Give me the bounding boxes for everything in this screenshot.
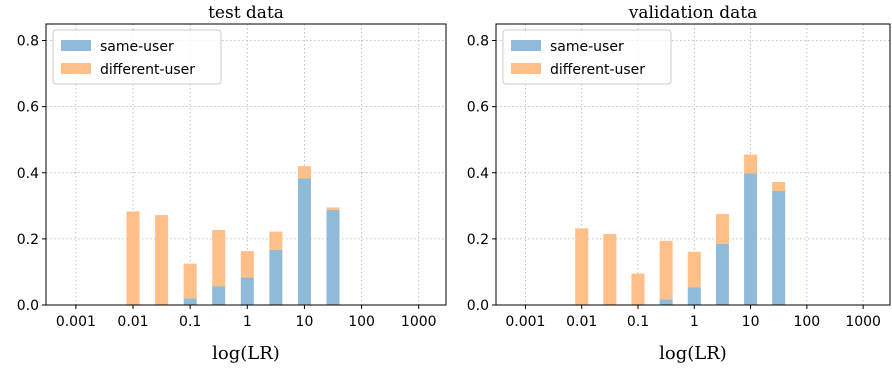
x-tick-label: 10 xyxy=(742,314,760,330)
legend-label-same-user: same-user xyxy=(100,39,174,55)
y-tick-label: 0.8 xyxy=(467,34,489,50)
bar-same-user xyxy=(240,277,254,305)
y-tick-label: 0.0 xyxy=(17,298,39,314)
x-axis-label: log(LR) xyxy=(659,343,727,364)
legend-label-same-user: same-user xyxy=(550,39,624,55)
bar-different-user xyxy=(687,251,701,288)
chart-title: validation data xyxy=(628,3,757,23)
x-tick-label: 0.001 xyxy=(56,314,96,330)
bar-different-user xyxy=(659,240,673,300)
bar-same-user xyxy=(212,286,226,305)
legend-swatch-same-user xyxy=(61,40,91,51)
y-tick-label: 0.6 xyxy=(467,100,489,116)
bar-same-user xyxy=(659,299,673,305)
legend-label-different-user: different-user xyxy=(550,62,645,78)
x-tick-label: 0.01 xyxy=(117,314,148,330)
x-tick-label: 1 xyxy=(243,314,252,330)
bar-same-user xyxy=(297,178,311,305)
y-tick-label: 0.4 xyxy=(467,166,489,182)
legend-box xyxy=(502,29,672,85)
y-tick-label: 0.4 xyxy=(17,166,39,182)
x-tick-label: 0.001 xyxy=(505,314,545,330)
bar-same-user xyxy=(269,249,283,305)
legend: same-user different-user xyxy=(502,29,672,85)
y-tick-label: 0.6 xyxy=(17,100,39,116)
bar-different-user xyxy=(631,273,645,305)
chart-panel-2: 0.001 0.01 0.1 1 10 100 1000 0.0 0.2 0.4 0.6 0.8 val… xyxy=(467,3,891,364)
bar-same-user xyxy=(715,243,729,305)
bar-different-user xyxy=(715,214,729,244)
plot-frame xyxy=(495,23,891,306)
legend-box xyxy=(52,29,222,85)
x-tick-label: 0.1 xyxy=(179,314,201,330)
bar-different-user xyxy=(297,166,311,179)
bar-same-user xyxy=(772,190,786,305)
bar-different-user xyxy=(155,215,169,305)
bar-different-user xyxy=(575,228,589,305)
legend-swatch-different-user xyxy=(61,63,91,74)
bar-different-user xyxy=(183,263,197,299)
y-tick-label: 0.2 xyxy=(17,232,39,248)
bar-same-user xyxy=(183,298,197,305)
x-tick-label: 0.1 xyxy=(627,314,649,330)
legend: same-user different-user xyxy=(52,29,222,85)
bar-same-user xyxy=(744,173,758,305)
chart-panel-1: 0.001 0.01 0.1 1 10 100 1000 0.0 0.2 0.4 0.6 0.8 tes… xyxy=(17,3,447,364)
bar-different-user xyxy=(326,207,340,210)
y-tick-label: 0.0 xyxy=(467,298,489,314)
legend-label-different-user: different-user xyxy=(100,62,195,78)
y-tick-label: 0.2 xyxy=(467,232,489,248)
chart-title: test data xyxy=(208,3,284,23)
x-tick-label: 10 xyxy=(296,314,314,330)
x-tick-label: 1000 xyxy=(401,314,437,330)
x-tick-label: 1000 xyxy=(845,314,881,330)
x-axis-label: log(LR) xyxy=(212,343,280,364)
x-tick-label: 1 xyxy=(690,314,699,330)
y-tick-label: 0.8 xyxy=(17,34,39,50)
bar-same-user xyxy=(687,287,701,305)
plot-frame xyxy=(45,23,447,306)
bar-different-user xyxy=(126,211,140,305)
x-tick-label: 0.01 xyxy=(566,314,597,330)
bar-different-user xyxy=(744,154,758,174)
bar-different-user xyxy=(212,229,226,287)
x-tick-label: 100 xyxy=(793,314,820,330)
bar-same-user xyxy=(326,209,340,305)
legend-swatch-same-user xyxy=(511,40,541,51)
x-tick-label: 100 xyxy=(348,314,375,330)
bar-different-user xyxy=(603,233,617,305)
bar-different-user xyxy=(240,251,254,278)
legend-swatch-different-user xyxy=(511,63,541,74)
bar-different-user xyxy=(269,231,283,250)
bar-different-user xyxy=(772,182,786,191)
